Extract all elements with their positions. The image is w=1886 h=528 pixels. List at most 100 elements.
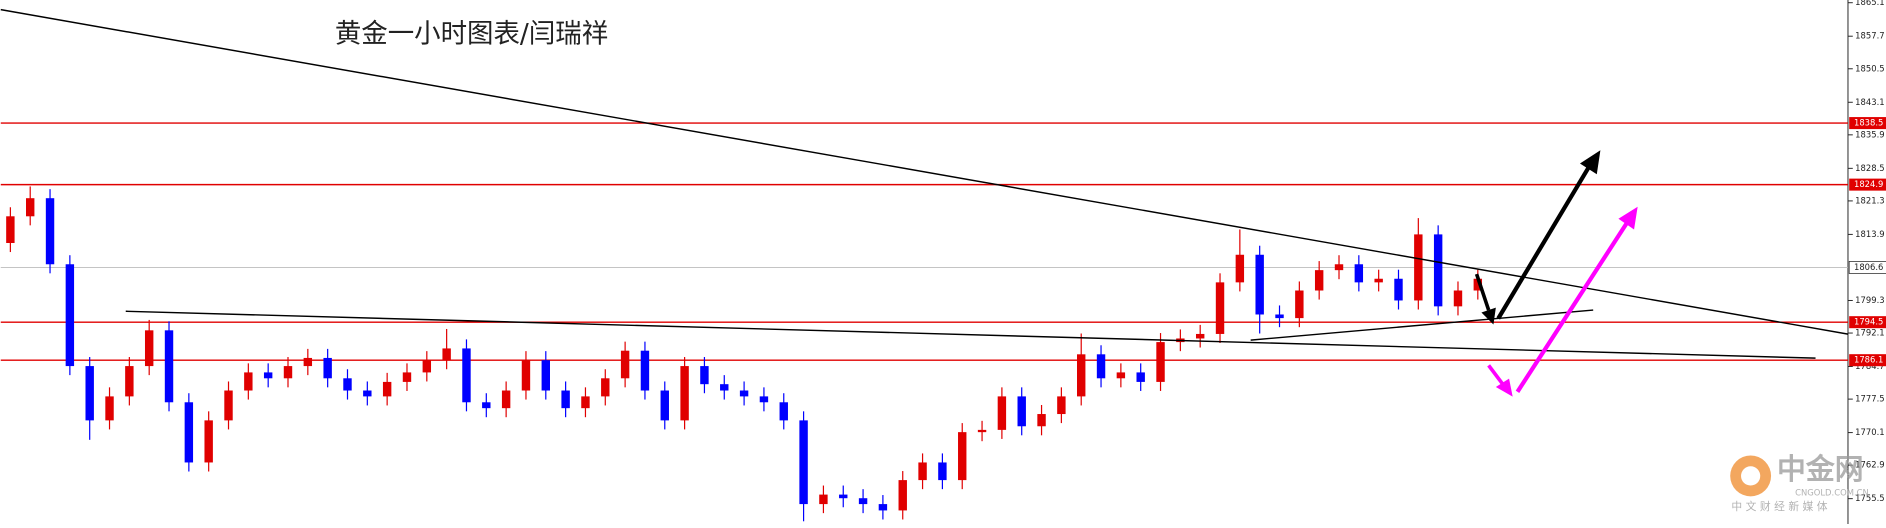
candle-body	[858, 498, 868, 505]
candle-body	[541, 360, 550, 391]
candle-body	[1394, 278, 1403, 301]
candle-body	[303, 357, 313, 367]
trend-line	[125, 310, 1816, 359]
candle-body	[501, 390, 511, 409]
watermark-site: CNGOLD.COM.CN	[1795, 487, 1869, 497]
current-price-box	[1848, 261, 1886, 274]
candle-body	[601, 378, 610, 397]
candle-body	[263, 372, 273, 379]
candle-body	[283, 366, 293, 379]
candle-body	[1374, 278, 1383, 283]
candle-body	[125, 366, 134, 397]
candle-body	[1156, 342, 1165, 382]
candle-body	[1433, 234, 1443, 307]
candle-body	[898, 480, 907, 511]
candle-body	[759, 396, 769, 403]
candle-body	[105, 396, 114, 421]
candle-body	[1057, 396, 1066, 415]
candle-body	[244, 372, 253, 391]
level-label-box	[1849, 316, 1886, 329]
y-tick-label: 1865.1	[1855, 0, 1884, 7]
candle-body	[1215, 282, 1225, 334]
candle-body	[45, 198, 55, 265]
candle-body	[1354, 264, 1364, 283]
candle-body	[1096, 354, 1106, 379]
watermark-brand: 中金网	[1777, 452, 1864, 486]
arrow-head	[1579, 150, 1601, 175]
candle-body	[462, 348, 471, 403]
candle-body	[204, 420, 213, 463]
candle-body	[1195, 333, 1205, 339]
candle-body	[581, 396, 590, 409]
y-tick-label: 1850.5	[1855, 63, 1884, 73]
arrow	[1515, 219, 1630, 393]
candle-body	[779, 402, 788, 421]
candle-body	[1037, 414, 1046, 427]
arrow	[1496, 164, 1592, 320]
candle-body	[1314, 270, 1324, 291]
y-tick-label: 1813.9	[1855, 229, 1884, 239]
candle-body	[1255, 254, 1264, 315]
candle-body	[700, 366, 709, 385]
candle-body	[640, 350, 650, 391]
arrow	[1474, 273, 1491, 311]
candle-body	[660, 390, 669, 421]
y-tick-label: 1799.3	[1855, 295, 1884, 305]
level-label-box	[1849, 354, 1886, 367]
candle-body	[85, 366, 94, 421]
y-tick-label: 1755.5	[1855, 493, 1884, 503]
level-label: 1838.5	[1854, 118, 1883, 128]
logo	[1741, 466, 1761, 486]
candle-body	[1235, 254, 1245, 283]
candle-body	[938, 462, 947, 481]
candle-body	[799, 420, 808, 505]
candles	[6, 186, 1483, 522]
candle-body	[65, 264, 75, 367]
candle-body	[1473, 278, 1483, 291]
candle-body	[958, 432, 967, 481]
level-label: 1794.5	[1854, 317, 1883, 327]
candle-body	[1077, 354, 1086, 397]
y-tick-label: 1770.1	[1855, 427, 1884, 437]
candle-body	[918, 462, 927, 481]
candle-body	[1017, 396, 1026, 427]
candle-body	[878, 504, 888, 511]
candle-body	[839, 494, 848, 499]
candle-body	[680, 366, 689, 421]
arrow-head	[1618, 206, 1638, 230]
price-ticks: 1865.1 1857.7 1850.5 1843.1 1835.9 1828.5 1821…	[1847, 0, 1886, 503]
y-tick-label: 1762.9	[1855, 460, 1884, 470]
candle-body	[1453, 290, 1463, 307]
candle-body	[1116, 372, 1126, 379]
current-price-label: 1806.6	[1854, 262, 1883, 272]
chart-title: 黄金一小时图表/闫瑞祥	[335, 18, 608, 49]
y-tick-label: 1843.1	[1855, 97, 1884, 107]
candle-body	[164, 330, 174, 403]
watermark-slogan: 中 文 财 经 新 媒 体	[1731, 499, 1827, 513]
candle-body	[720, 384, 729, 391]
candle-body	[1414, 234, 1423, 301]
candle-body	[363, 390, 372, 397]
candle-body	[402, 372, 412, 382]
candle-body	[26, 198, 35, 217]
trend-line	[1250, 309, 1594, 341]
candle-body	[422, 360, 432, 373]
arrow	[1487, 364, 1505, 386]
y-tick-label: 1835.9	[1855, 129, 1884, 139]
watermark: 中金网 CNGOLD.COM.CN 中 文 财 经 新 媒 体	[1730, 452, 1869, 513]
trend-line	[0, 8, 1849, 335]
y-tick-label: 1821.3	[1855, 195, 1884, 205]
candle-body	[1295, 290, 1304, 319]
candle-body	[184, 402, 194, 463]
candle-body	[442, 348, 451, 361]
level-label: 1786.1	[1854, 355, 1883, 365]
y-tick-label: 1857.7	[1855, 31, 1884, 41]
candle-body	[620, 350, 630, 379]
candle-body	[997, 396, 1007, 430]
y-tick-label: 1828.5	[1855, 163, 1884, 173]
candle-body	[819, 494, 828, 505]
candle-body	[323, 357, 332, 379]
candle-body	[521, 360, 531, 391]
